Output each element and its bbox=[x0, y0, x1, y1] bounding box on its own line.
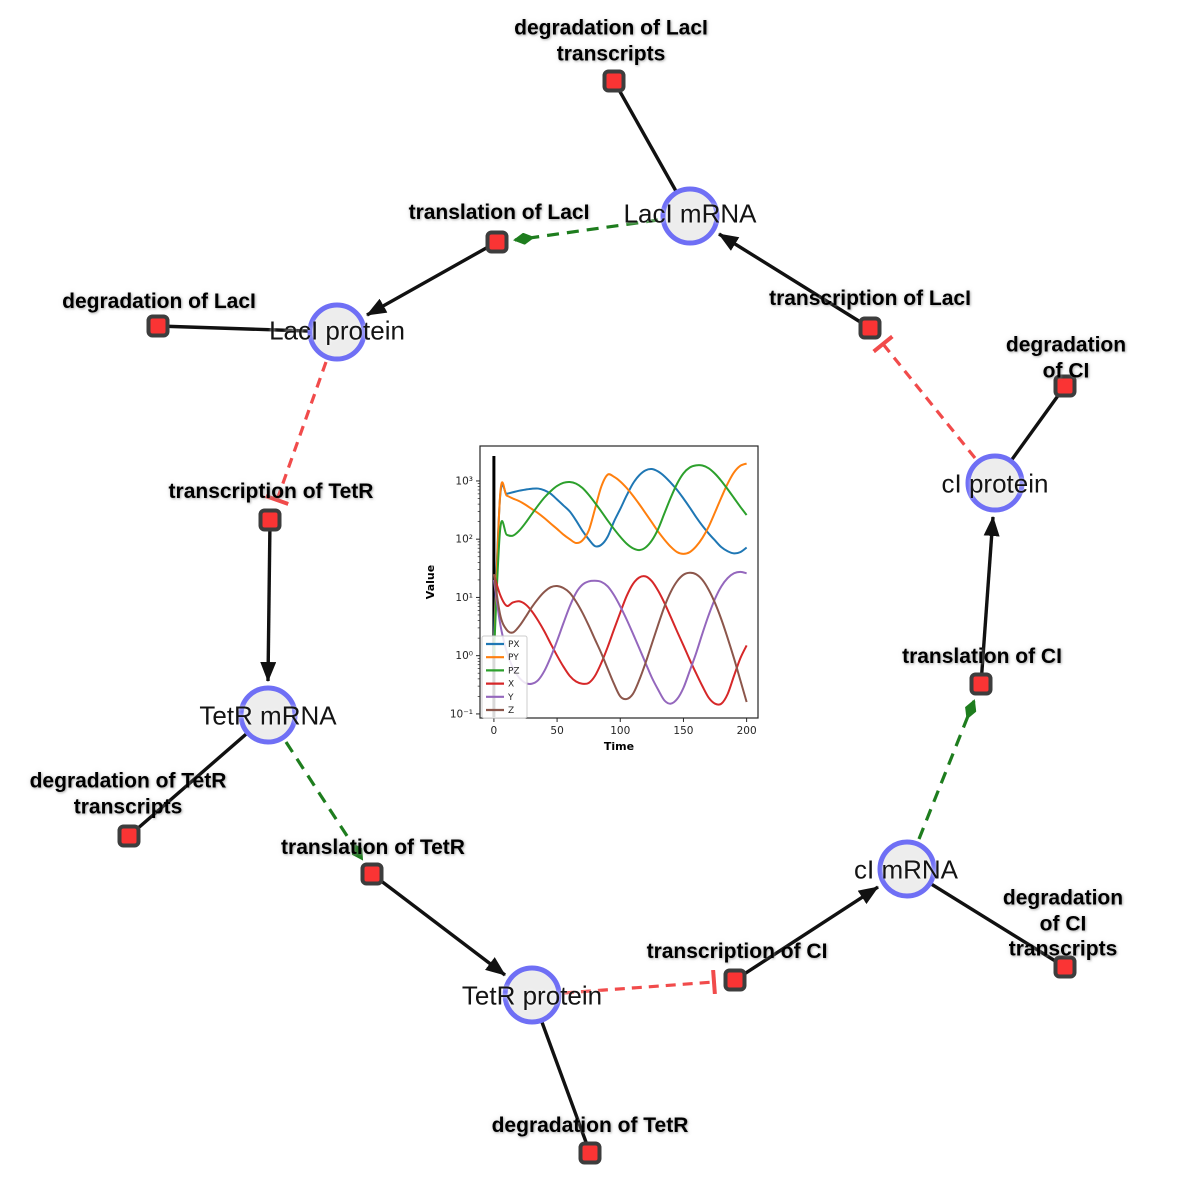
reaction-label-transcription-ci: transcription of CI bbox=[646, 940, 828, 964]
edge-transcription-laci-produces-mrna bbox=[718, 232, 871, 330]
x-tick-label: 200 bbox=[737, 725, 757, 737]
legend-label-PZ: PZ bbox=[508, 666, 520, 676]
edge-transcription-ci-produces-mrna bbox=[734, 885, 879, 982]
chart-legend: PX PY PZ XYZ bbox=[481, 635, 528, 719]
reaction-node-degradation-tetr[interactable] bbox=[578, 1141, 602, 1165]
reaction-label-degradation-laci: degradation of LacI bbox=[62, 290, 256, 314]
reaction-node-transcription-ci[interactable] bbox=[723, 968, 747, 992]
simulation-plot: 0 50 100 150 200 10⁻¹ 10⁰ 10¹ 10² 10³ Time Value PX P… bbox=[420, 426, 790, 778]
reaction-node-degradation-laci-transcripts[interactable] bbox=[602, 69, 626, 93]
legend-label-PX: PX bbox=[508, 640, 520, 650]
species-label-ci-protein: cI protein bbox=[941, 468, 1049, 499]
reaction-label-degradation-laci-transcripts: degradation of LacI transcripts bbox=[514, 16, 708, 65]
edge-laci-protein-inhibits-transcription-tetr bbox=[265, 361, 328, 506]
species-node-ci-protein[interactable] bbox=[965, 453, 1025, 513]
species-label-laci-mrna: LacI mRNA bbox=[623, 198, 757, 229]
chart-series-PX bbox=[492, 468, 748, 639]
reaction-node-translation-ci[interactable] bbox=[969, 672, 993, 696]
y-tick-label: 10³ bbox=[455, 475, 473, 487]
species-label-tetr-protein: TetR protein bbox=[461, 980, 603, 1011]
legend-label-Y: Y bbox=[507, 693, 514, 703]
reaction-node-degradation-ci[interactable] bbox=[1053, 374, 1077, 398]
reaction-label-translation-laci: translation of LacI bbox=[408, 201, 590, 225]
edge-translation-tetr-produces-protein bbox=[370, 872, 507, 977]
edge-tetr-protein-inhibits-transcription-ci bbox=[563, 969, 717, 995]
x-tick-label: 100 bbox=[610, 725, 630, 737]
reaction-node-degradation-tetr-transcripts[interactable] bbox=[117, 824, 141, 848]
species-node-tetr-protein[interactable] bbox=[502, 965, 562, 1025]
species-label-tetr-mrna: TetR mRNA bbox=[199, 700, 337, 731]
chart-series-Z bbox=[492, 571, 748, 703]
edge-tetr-mrna-to-degradation bbox=[127, 713, 270, 838]
legend-box bbox=[481, 635, 528, 719]
reaction-node-transcription-laci[interactable] bbox=[858, 316, 882, 340]
plot-frame bbox=[479, 445, 759, 719]
edge-transcription-tetr-produces-mrna bbox=[260, 519, 277, 682]
reaction-node-transcription-tetr[interactable] bbox=[258, 508, 282, 532]
x-tick-label: 50 bbox=[550, 725, 563, 737]
y-tick-label: 10⁻¹ bbox=[450, 708, 473, 720]
edge-ci-protein-inhibits-transcription-laci bbox=[872, 334, 977, 460]
reaction-label-degradation-ci-transcripts: degradation of CI transcripts bbox=[1002, 886, 1124, 961]
chart-series-Y bbox=[492, 570, 747, 705]
edge-laci-mrna-catalyzes-translation bbox=[513, 218, 659, 245]
reaction-node-degradation-ci-transcripts[interactable] bbox=[1053, 955, 1077, 979]
y-axis-label: Value bbox=[424, 565, 437, 599]
reaction-label-degradation-tetr-transcripts: degradation of TetR transcripts bbox=[29, 769, 227, 818]
chart-series-X bbox=[492, 573, 748, 706]
edge-tetr-mrna-catalyzes-translation bbox=[284, 741, 364, 861]
species-label-laci-protein: LacI protein bbox=[269, 315, 405, 346]
reaction-label-translation-ci: translation of CI bbox=[902, 645, 1062, 669]
edge-laci-protein-to-degradation bbox=[157, 324, 338, 334]
reaction-node-translation-laci[interactable] bbox=[485, 230, 509, 254]
edge-ci-mrna-to-degradation bbox=[906, 867, 1066, 969]
y-tick-label: 10¹ bbox=[455, 592, 473, 604]
species-node-laci-protein[interactable] bbox=[307, 302, 367, 362]
species-node-tetr-mrna[interactable] bbox=[238, 685, 298, 745]
reaction-label-transcription-tetr: transcription of TetR bbox=[168, 480, 374, 504]
edge-translation-ci-produces-protein bbox=[979, 516, 1000, 685]
y-tick-label: 10² bbox=[455, 534, 473, 546]
x-tick-label: 0 bbox=[491, 725, 498, 737]
chart-series-PY bbox=[492, 462, 747, 656]
x-tick-label: 150 bbox=[673, 725, 693, 737]
simulation-plot-svg: 0 50 100 150 20010⁻¹10⁰10¹10²10³TimeValuePXP… bbox=[424, 445, 759, 753]
legend-label-X: X bbox=[508, 680, 514, 690]
x-axis-label: Time bbox=[604, 740, 634, 753]
species-node-laci-mrna[interactable] bbox=[660, 186, 720, 246]
legend-label-PY: PY bbox=[508, 653, 519, 663]
reaction-node-translation-tetr[interactable] bbox=[360, 862, 384, 886]
edge-translation-laci-produces-protein bbox=[366, 240, 498, 317]
reaction-label-degradation-tetr: degradation of TetR bbox=[491, 1114, 689, 1138]
chart-series-PZ bbox=[492, 464, 748, 656]
reaction-label-degradation-ci: degradation of CI bbox=[1005, 333, 1127, 382]
species-label-ci-mrna: cI mRNA bbox=[854, 854, 958, 885]
reaction-label-translation-tetr: translation of TetR bbox=[281, 836, 465, 860]
y-tick-label: 10⁰ bbox=[455, 650, 473, 662]
legend-label-Z: Z bbox=[508, 706, 514, 716]
reaction-node-degradation-laci[interactable] bbox=[146, 314, 170, 338]
edge-ci-mrna-catalyzes-translation bbox=[917, 699, 977, 840]
reaction-label-transcription-laci: transcription of LacI bbox=[769, 287, 971, 311]
species-node-ci-mrna[interactable] bbox=[877, 839, 937, 899]
